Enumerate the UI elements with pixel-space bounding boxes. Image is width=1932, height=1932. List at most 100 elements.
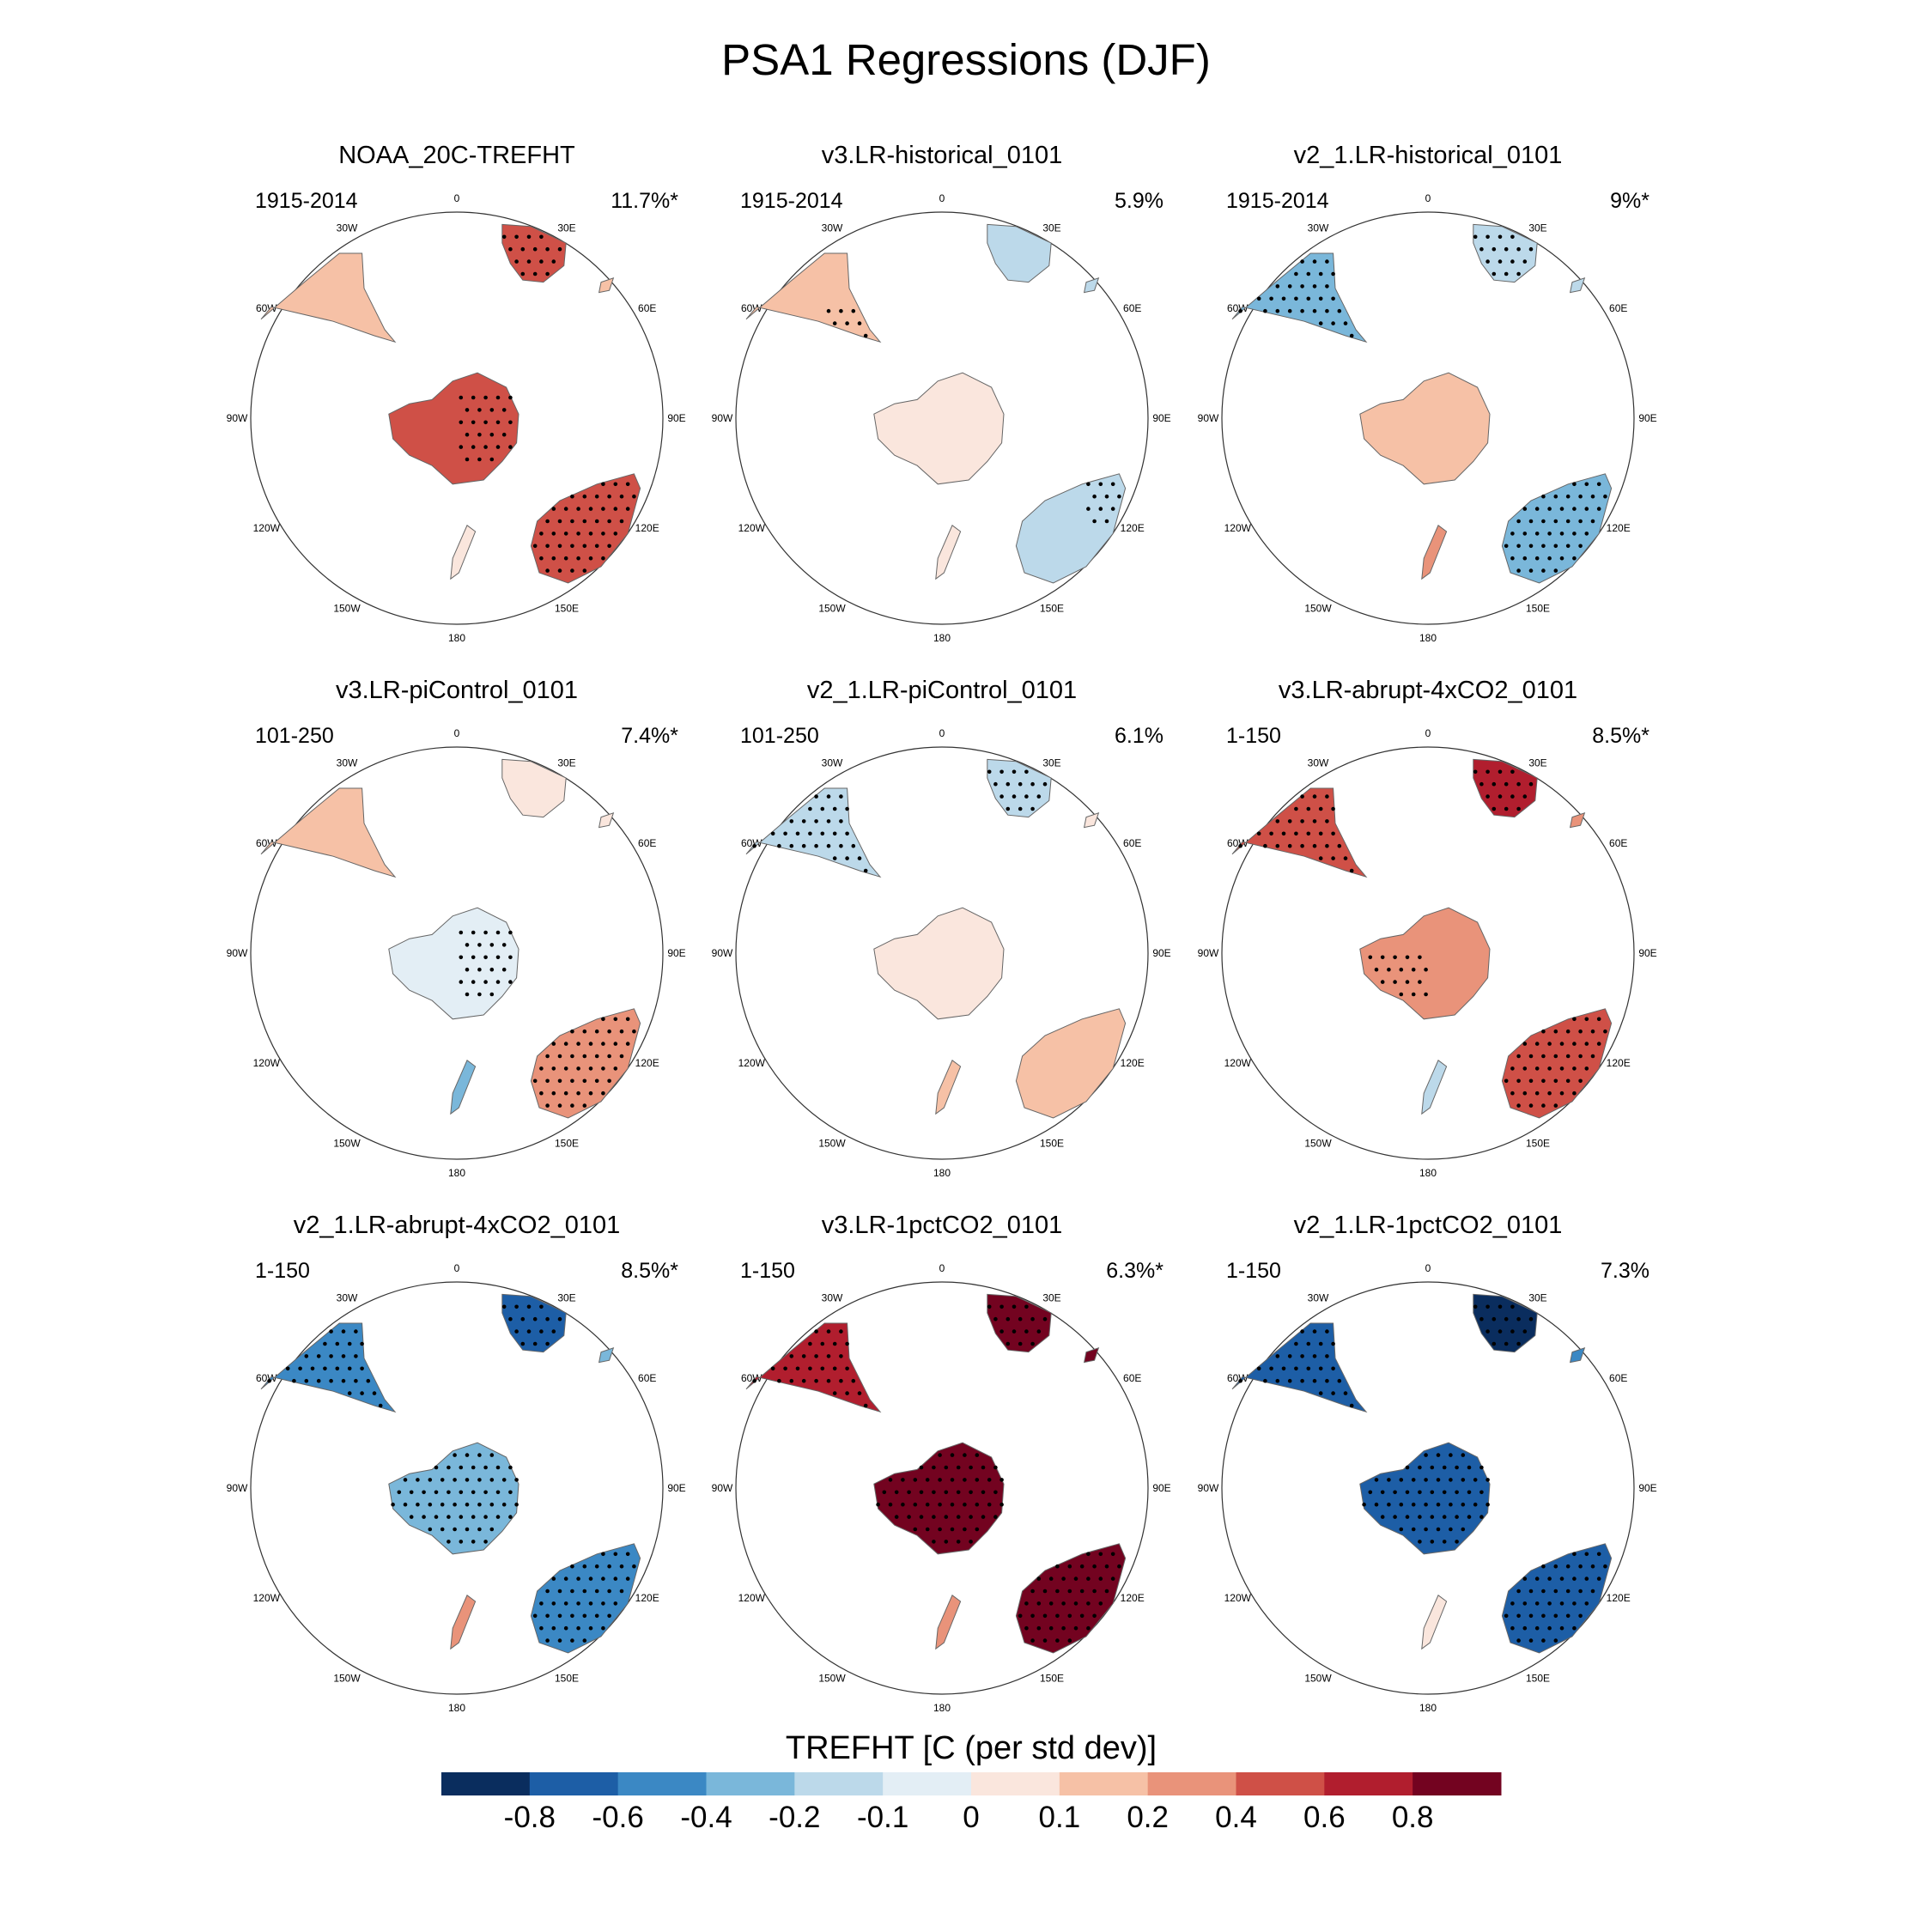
landmass-africa: [501, 223, 567, 283]
stipple-dot: [1036, 1601, 1042, 1606]
stipple-dot: [607, 1589, 611, 1594]
stipple-dot: [483, 420, 488, 425]
stipple-dot: [539, 1304, 544, 1309]
stipple-dot: [1498, 1304, 1503, 1309]
panel-years: 1-150: [1226, 724, 1281, 748]
stipple-dot: [1294, 271, 1298, 276]
stipple-dot: [1584, 1017, 1589, 1022]
stipple-dot: [354, 1378, 358, 1383]
stipple-dot: [938, 1478, 942, 1482]
stipple-dot: [1559, 532, 1564, 536]
map-panel: v2_1.LR-abrupt-4xCO2_0101 1-150 8.5%* 0 30E 6…: [227, 1212, 686, 1714]
stipple-dot: [1312, 1354, 1317, 1358]
stipple-dot: [601, 507, 605, 511]
longitude-label: 150W: [1304, 603, 1332, 615]
stipple-dot: [1306, 831, 1311, 836]
stipple-dot: [329, 1329, 333, 1334]
stipple-dot: [508, 955, 513, 960]
stipple-dot: [839, 1354, 843, 1358]
stipple-dot: [570, 494, 574, 499]
stipple-dot: [440, 1502, 445, 1507]
colorbar-swatch: [1413, 1772, 1502, 1795]
landmass-australia: [1501, 1008, 1613, 1119]
stipple-dot: [1504, 806, 1509, 811]
stipple-dot: [950, 1527, 955, 1532]
stipple-dot: [563, 507, 568, 511]
stipple-dot: [1036, 1625, 1042, 1631]
stipple-dot: [1331, 1341, 1335, 1346]
stipple-dot: [532, 246, 538, 252]
stipple-dot: [613, 482, 618, 487]
stipple-dot: [1318, 831, 1323, 836]
stipple-dot: [1547, 1066, 1552, 1071]
longitude-label: 0: [1425, 192, 1431, 204]
stipple-dot: [851, 1378, 856, 1383]
significance-stippling: [752, 769, 1048, 873]
stipple-dot: [625, 1577, 630, 1581]
stipple-dot: [1590, 1054, 1595, 1059]
stipple-dot: [1534, 1625, 1540, 1631]
stipple-dot: [582, 1638, 587, 1643]
landmass-antarctica: [388, 1442, 519, 1555]
stipple-dot: [354, 1329, 358, 1334]
stipple-dot: [1343, 1391, 1348, 1395]
landmass-africa: [1473, 1293, 1538, 1353]
longitude-label: 150E: [555, 603, 579, 615]
stipple-dot: [520, 1316, 526, 1321]
stipple-dot: [999, 769, 1004, 775]
stipple-dot: [347, 1366, 352, 1371]
stipple-dot: [594, 1564, 599, 1569]
stipple-dot: [1522, 556, 1528, 561]
stipple-dot: [1269, 831, 1273, 836]
stipple-dot: [545, 519, 550, 524]
stipple-dot: [1300, 843, 1304, 848]
significance-stippling: [1238, 234, 1607, 573]
stipple-dot: [459, 420, 464, 425]
stipple-dot: [1510, 1091, 1515, 1096]
stipple-dot: [1294, 831, 1298, 836]
stipple-dot: [1492, 781, 1497, 787]
longitude-label: 90W: [712, 947, 733, 959]
stipple-dot: [1269, 1366, 1273, 1371]
stipple-dot: [1485, 259, 1490, 264]
landmass-new-zealand: [935, 1595, 962, 1650]
stipple-dot: [607, 1078, 611, 1084]
stipple-dot: [789, 843, 794, 848]
stipple-dot: [1374, 1502, 1379, 1507]
stipple-dot: [1405, 1515, 1410, 1519]
stipple-dot: [1055, 1589, 1060, 1594]
stipple-dot: [1522, 1066, 1528, 1071]
stipple-dot: [845, 1366, 849, 1371]
stipple-dot: [545, 1613, 550, 1619]
stipple-dot: [557, 519, 562, 524]
longitude-label: 180: [933, 1167, 951, 1179]
stipple-dot: [1343, 856, 1348, 860]
stipple-dot: [1534, 1066, 1540, 1071]
stipple-dot: [1362, 1502, 1366, 1507]
stipple-dot: [1042, 781, 1048, 787]
stipple-dot: [495, 1490, 501, 1495]
longitude-label: 90E: [667, 1482, 685, 1494]
stipple-dot: [304, 1378, 309, 1383]
stipple-dot: [434, 1465, 439, 1470]
stipple-dot: [1449, 1527, 1453, 1532]
stipple-dot: [839, 794, 843, 799]
landmass-australia: [530, 1543, 641, 1654]
stipple-dot: [826, 843, 831, 848]
stipple-dot: [1018, 1341, 1023, 1346]
stipple-dot: [625, 482, 630, 487]
stipple-dot: [514, 1304, 519, 1309]
colorbar-swatch: [1236, 1772, 1325, 1795]
stipple-dot: [814, 1354, 818, 1358]
landmass-antarctica: [388, 372, 519, 485]
stipple-dot: [1534, 556, 1540, 561]
stipple-dot: [1534, 507, 1540, 511]
stipple-dot: [1559, 1066, 1564, 1071]
stipple-dot: [1516, 1316, 1521, 1321]
stipple-dot: [489, 1478, 495, 1482]
stipple-dot: [1584, 1601, 1589, 1606]
stipple-dot: [601, 1017, 605, 1022]
stipple-dot: [483, 1540, 488, 1544]
stipple-dot: [1485, 794, 1490, 799]
stipple-dot: [1436, 1502, 1441, 1507]
